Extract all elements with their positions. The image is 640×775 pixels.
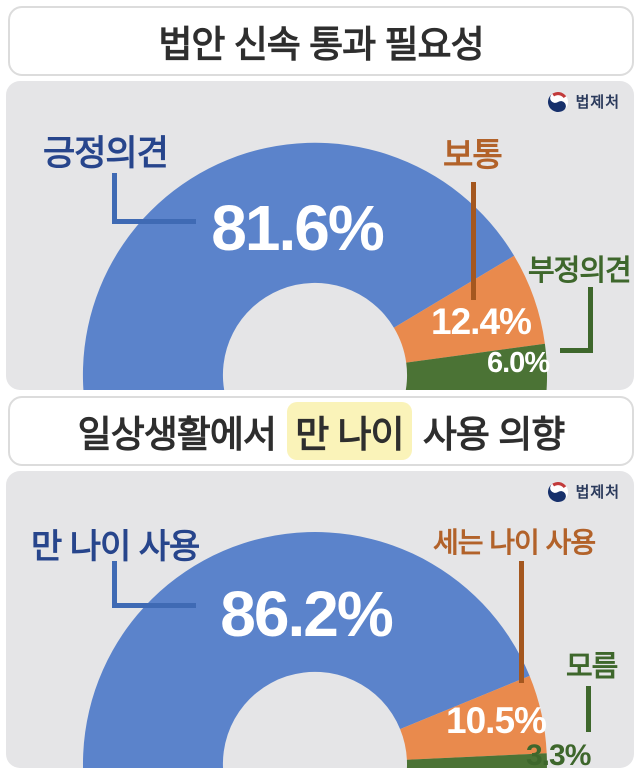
chart2-value-use-counted-age: 10.5% [446,700,547,741]
donut-slice-1 [83,532,530,768]
section2-title-highlight: 만 나이 [287,402,412,460]
chart2-connector-dont-know-vertical [586,686,591,732]
donut-slice-2 [400,675,547,760]
chart1-connector-neutral-vertical [471,182,476,300]
chart2-value-use-man-age: 86.2% [220,578,393,650]
chart2-value-dont-know: 3.3% [526,739,591,768]
chart1-label-negative: 부정의견 [528,255,632,287]
chart2-logo: 법제처 [547,481,620,502]
chart1-label-neutral: 보통 [443,136,503,173]
section2-title-bold: 사용 의향 [413,414,565,455]
chart2-connector-counted-age-vertical [519,561,524,683]
donut-slice-3 [406,753,547,768]
chart2-donut-gauge [83,532,547,768]
section2-title-regular: 일상생활에서 [77,414,286,455]
chart1-connector-positive-horizontal [112,219,196,224]
chart2-logo-label: 법제처 [575,484,620,501]
chart2-label-dont-know: 모름 [566,651,618,683]
donut-slice-1 [82,142,515,390]
government-taegeuk-icon [547,481,568,502]
chart1-label-positive: 긍정의견 [43,134,169,173]
government-taegeuk-icon [547,91,568,112]
chart1-donut-gauge [82,142,547,390]
chart1-value-positive: 81.6% [211,192,384,264]
chart1-logo: 법제처 [547,91,620,112]
section1-title-bold: 필요성 [384,24,484,65]
chart2-label-use-man-age: 만 나이 사용 [31,528,200,566]
chart1-connector-negative-horizontal [560,348,593,353]
chart2-connector-man-age-horizontal [112,603,196,608]
donut-slice-3 [405,343,547,390]
section1-title-regular: 법안 신속 통과 [158,24,385,65]
chart1-logo-label: 법제처 [575,94,620,111]
chart2-label-use-counted-age: 세는 나이 사용 [433,527,596,558]
chart1-panel: 법제처 긍정의견 81.6% 보통 12.4% 부정의견 6.0% [6,81,634,390]
section1-title: 법안 신속 통과 필요성 [8,6,634,76]
donut-slice-2 [393,255,545,363]
chart1-value-neutral: 12.4% [431,301,532,342]
section2-title: 일상생활에서 만 나이 사용 의향 [8,396,634,466]
chart2-panel: 법제처 만 나이 사용 86.2% 세는 나이 사용 10.5% 모름 3.3% [6,471,634,768]
chart1-connector-positive-vertical [112,173,117,224]
chart2-connector-man-age-vertical [112,561,117,608]
chart1-value-negative: 6.0% [487,347,550,379]
chart1-connector-negative-vertical [588,287,593,353]
